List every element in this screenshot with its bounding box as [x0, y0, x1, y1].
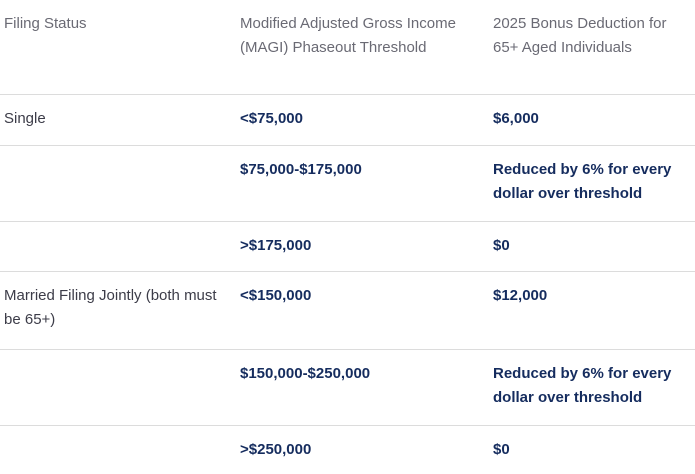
filing-status-cell: [0, 146, 240, 221]
table-header-row: Filing Status Modified Adjusted Gross In…: [0, 0, 695, 95]
header-filing-status: Filing Status: [4, 15, 87, 32]
table-row: >$175,000 $0: [0, 222, 695, 272]
table-row: Single <$75,000 $6,000: [0, 95, 695, 146]
magi-threshold-cell: >$250,000: [240, 441, 312, 458]
magi-threshold-cell: <$75,000: [240, 110, 303, 127]
magi-threshold-cell: $75,000-$175,000: [240, 161, 362, 178]
magi-threshold-cell: >$175,000: [240, 237, 312, 254]
table-row: Married Filing Jointly (both must be 65+…: [0, 272, 695, 350]
bonus-deduction-cell: $0: [493, 237, 510, 254]
table-row: >$250,000 $0: [0, 426, 695, 474]
filing-status-cell: [0, 222, 240, 271]
magi-threshold-cell: <$150,000: [240, 287, 312, 304]
bonus-deduction-cell: $12,000: [493, 287, 548, 304]
filing-status-cell: [0, 350, 240, 425]
bonus-deduction-cell: $6,000: [493, 110, 539, 127]
filing-status-cell: Single: [4, 110, 46, 127]
header-magi-threshold: Modified Adjusted Gross Income (MAGI) Ph…: [240, 15, 456, 56]
filing-status-cell: [0, 426, 240, 474]
header-bonus-deduction: 2025 Bonus Deduction for 65+ Aged Indivi…: [493, 15, 667, 56]
table-row: $75,000-$175,000 Reduced by 6% for every…: [0, 146, 695, 222]
filing-status-cell: Married Filing Jointly (both must be 65+…: [4, 287, 217, 328]
bonus-deduction-cell: Reduced by 6% for every dollar over thre…: [493, 365, 672, 406]
bonus-deduction-cell: $0: [493, 441, 510, 458]
bonus-deduction-cell: Reduced by 6% for every dollar over thre…: [493, 161, 672, 202]
table-row: $150,000-$250,000 Reduced by 6% for ever…: [0, 350, 695, 426]
magi-threshold-cell: $150,000-$250,000: [240, 365, 371, 382]
